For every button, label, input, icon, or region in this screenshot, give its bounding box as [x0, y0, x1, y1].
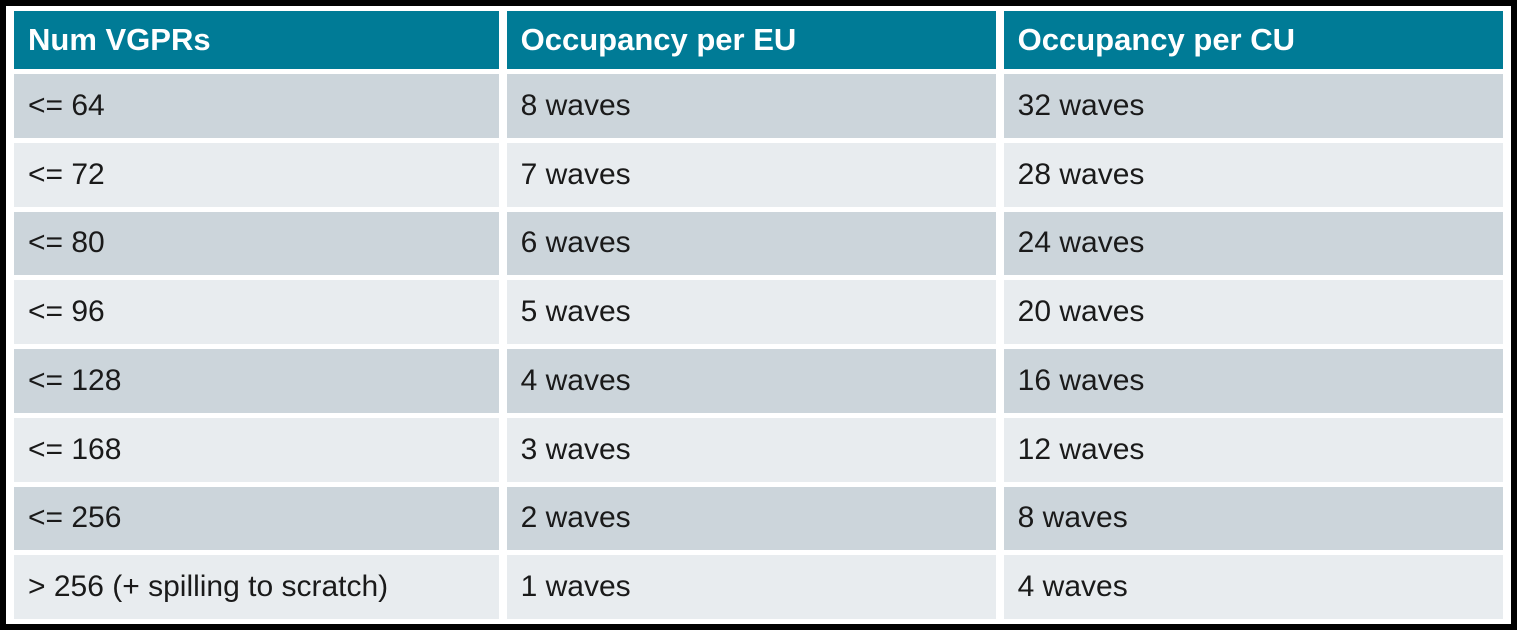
- cell-occupancy-cu: 32 waves: [1003, 74, 1503, 138]
- table-row: <= 72 7 waves 28 waves: [14, 142, 1503, 207]
- cell-occupancy-cu: 28 waves: [1003, 142, 1503, 207]
- cell-occupancy-cu: 8 waves: [1003, 486, 1503, 551]
- cell-occupancy-eu: 1 waves: [506, 555, 996, 619]
- column-header-num-vgprs: Num VGPRs: [14, 11, 499, 69]
- cell-vgprs: <= 168: [14, 417, 499, 482]
- cell-occupancy-cu: 20 waves: [1003, 280, 1503, 344]
- table-row: <= 256 2 waves 8 waves: [14, 486, 1503, 551]
- cell-occupancy-cu: 16 waves: [1003, 349, 1503, 413]
- header-row: Num VGPRs Occupancy per EU Occupancy per…: [14, 11, 1503, 69]
- cell-vgprs: <= 64: [14, 74, 499, 138]
- cell-occupancy-eu: 2 waves: [506, 486, 996, 551]
- cell-occupancy-cu: 24 waves: [1003, 211, 1503, 276]
- cell-vgprs: <= 96: [14, 280, 499, 344]
- table-header: Num VGPRs Occupancy per EU Occupancy per…: [14, 11, 1503, 69]
- cell-vgprs: <= 80: [14, 211, 499, 276]
- cell-occupancy-eu: 4 waves: [506, 349, 996, 413]
- table-body: <= 64 8 waves 32 waves <= 72 7 waves 28 …: [14, 74, 1503, 619]
- cell-vgprs: <= 256: [14, 486, 499, 551]
- cell-vgprs: <= 72: [14, 142, 499, 207]
- table-row: <= 80 6 waves 24 waves: [14, 211, 1503, 276]
- table-row: <= 128 4 waves 16 waves: [14, 349, 1503, 413]
- column-header-occupancy-per-eu: Occupancy per EU: [506, 11, 996, 69]
- table-row: > 256 (+ spilling to scratch) 1 waves 4 …: [14, 555, 1503, 619]
- cell-occupancy-eu: 8 waves: [506, 74, 996, 138]
- cell-occupancy-eu: 5 waves: [506, 280, 996, 344]
- table-row: <= 96 5 waves 20 waves: [14, 280, 1503, 344]
- vgpr-occupancy-table: Num VGPRs Occupancy per EU Occupancy per…: [6, 6, 1511, 624]
- cell-vgprs: <= 128: [14, 349, 499, 413]
- cell-vgprs: > 256 (+ spilling to scratch): [14, 555, 499, 619]
- cell-occupancy-cu: 4 waves: [1003, 555, 1503, 619]
- table-row: <= 168 3 waves 12 waves: [14, 417, 1503, 482]
- cell-occupancy-eu: 3 waves: [506, 417, 996, 482]
- cell-occupancy-cu: 12 waves: [1003, 417, 1503, 482]
- column-header-occupancy-per-cu: Occupancy per CU: [1003, 11, 1503, 69]
- cell-occupancy-eu: 6 waves: [506, 211, 996, 276]
- cell-occupancy-eu: 7 waves: [506, 142, 996, 207]
- table-row: <= 64 8 waves 32 waves: [14, 74, 1503, 138]
